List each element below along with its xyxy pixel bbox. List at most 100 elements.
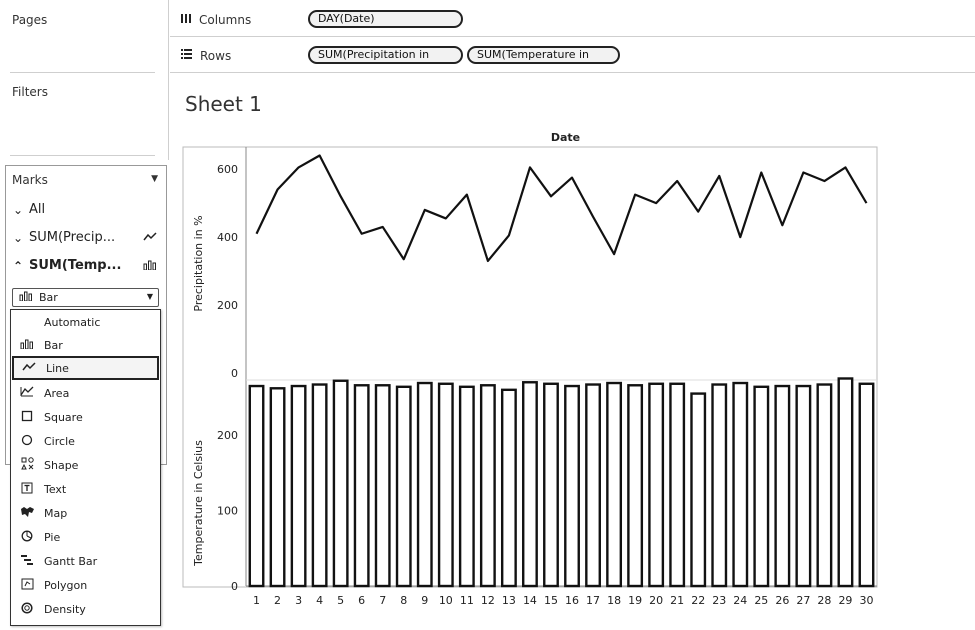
temperature-bar (311, 383, 328, 588)
temperature-axis-title: Temperature in Celsius (192, 440, 205, 567)
mark-option-shape[interactable]: Shape (12, 453, 159, 477)
temperature-bar (732, 381, 749, 588)
temperature-bar (774, 384, 791, 588)
date-tick-label: 10 (439, 594, 453, 607)
marks-row-label: All (29, 202, 46, 217)
polygon-icon (16, 578, 38, 593)
precipitation-point (675, 179, 679, 183)
date-tick-label: 16 (565, 594, 579, 607)
temperature-bar (290, 384, 307, 588)
mark-option-label: Circle (44, 434, 75, 448)
mark-option-label: Line (46, 361, 69, 375)
precipitation-point (759, 171, 763, 175)
mark-option-square[interactable]: Square (12, 405, 159, 429)
mark-option-map[interactable]: Map (12, 501, 159, 525)
temperature-bar (648, 382, 665, 588)
mark-option-line[interactable]: Line (12, 356, 159, 380)
precipitation-line (255, 154, 868, 263)
mark-option-bar[interactable]: Bar (12, 333, 159, 357)
rows-shelf-label: Rows (180, 48, 231, 63)
temperature-bar (416, 381, 433, 588)
columns-icon (180, 12, 192, 27)
chevron-up-icon: ⌃ (13, 258, 24, 273)
chevron-down-icon: ⌄ (13, 230, 24, 245)
marks-row-label: SUM(Temp... (29, 258, 122, 273)
map-icon (16, 506, 38, 521)
chart-view[interactable]: Date 600 400 200 0 200 100 0 Precipitation in… (180, 125, 970, 610)
density-icon (16, 601, 38, 617)
chevron-down-icon: ▼ (146, 292, 153, 301)
precipitation-point (717, 174, 721, 178)
date-tick-label: 18 (607, 594, 621, 607)
mark-option-gantt-bar[interactable]: Gantt Bar (12, 549, 159, 573)
precipitation-point (801, 171, 805, 175)
date-tick-label: 14 (523, 594, 537, 607)
mark-option-circle[interactable]: Circle (12, 429, 159, 453)
temperature-bar (564, 384, 580, 588)
temperature-bar (795, 384, 812, 588)
area-icon (16, 386, 38, 400)
date-tick-label: 22 (691, 594, 705, 607)
temperature-bar (627, 384, 644, 588)
mark-option-polygon[interactable]: Polygon (12, 573, 159, 597)
pages-divider (10, 72, 155, 73)
mark-option-area[interactable]: Area (12, 381, 159, 405)
marks-row-precipitation[interactable]: ⌄ SUM(Precip... (13, 230, 159, 245)
date-tick-label: 26 (775, 594, 789, 607)
precipitation-line-series[interactable] (255, 154, 869, 263)
mark-option-label: Bar (44, 338, 63, 352)
precipitation-point (339, 194, 343, 198)
date-tick-label: 19 (628, 594, 642, 607)
mark-type-select[interactable]: Bar ▼ (12, 288, 159, 307)
date-tick-label: 28 (817, 594, 831, 607)
marks-row-temperature[interactable]: ⌃ SUM(Temp... (13, 258, 159, 273)
temperature-bar (690, 392, 707, 588)
temperature-bar (837, 377, 854, 588)
mark-option-label: Density (44, 602, 86, 616)
mark-option-label: Area (44, 386, 70, 400)
circle-icon (16, 434, 38, 449)
shape-icon (16, 457, 38, 473)
temperature-bar (858, 382, 875, 588)
precipitation-point (591, 215, 595, 219)
rows-shelf[interactable]: Rows SUM(Precipitation in SUM(Temperatur… (170, 38, 975, 72)
gantt-icon (16, 554, 38, 569)
marks-card-menu-icon[interactable]: ▼ (151, 174, 158, 184)
date-tick-label: 1 (253, 594, 260, 607)
mark-option-automatic[interactable]: Automatic (12, 310, 159, 334)
temperature-bar (522, 381, 538, 588)
pill-sum-precipitation[interactable]: SUM(Precipitation in (308, 46, 463, 64)
pill-day-date[interactable]: DAY(Date) (308, 10, 463, 28)
date-axis: 1 2 3 4 5 6 7 8 9 10 11 12 13 14 15 16 17 18 19 20 21 22 23 24 2… (253, 594, 873, 607)
temperature-bar (479, 384, 496, 588)
precipitation-point (780, 223, 784, 227)
temperature-bar (669, 382, 686, 588)
temperature-bar (543, 382, 559, 588)
precipitation-tick-label: 600 (217, 163, 238, 176)
text-icon (16, 482, 38, 497)
columns-shelf[interactable]: Columns DAY(Date) (170, 2, 975, 36)
pill-sum-temperature[interactable]: SUM(Temperature in (467, 46, 620, 64)
temperature-bar (374, 384, 391, 588)
square-icon (16, 410, 38, 425)
marks-row-all[interactable]: ⌄ All (13, 202, 159, 217)
mark-option-label: Pie (44, 530, 61, 544)
mark-option-label: Text (44, 482, 67, 496)
mark-option-density[interactable]: Density (12, 597, 159, 621)
precipitation-axis-title: Precipitation in % (192, 215, 205, 311)
precipitation-point (360, 232, 364, 236)
temperature-bar (585, 383, 601, 588)
mark-option-label: Square (44, 410, 83, 424)
temperature-bar (332, 379, 349, 588)
temperature-bar-series[interactable] (248, 377, 875, 588)
marks-card-title: Marks (12, 173, 48, 187)
bar-icon (16, 338, 38, 352)
date-tick-label: 30 (859, 594, 873, 607)
temperature-axis: 200 100 0 (217, 429, 238, 593)
precipitation-point (318, 154, 322, 158)
mark-option-text[interactable]: Text (12, 477, 159, 501)
date-tick-label: 7 (379, 594, 386, 607)
columns-label-text: Columns (199, 12, 252, 27)
temperature-bar (500, 388, 517, 588)
mark-option-pie[interactable]: Pie (12, 525, 159, 549)
